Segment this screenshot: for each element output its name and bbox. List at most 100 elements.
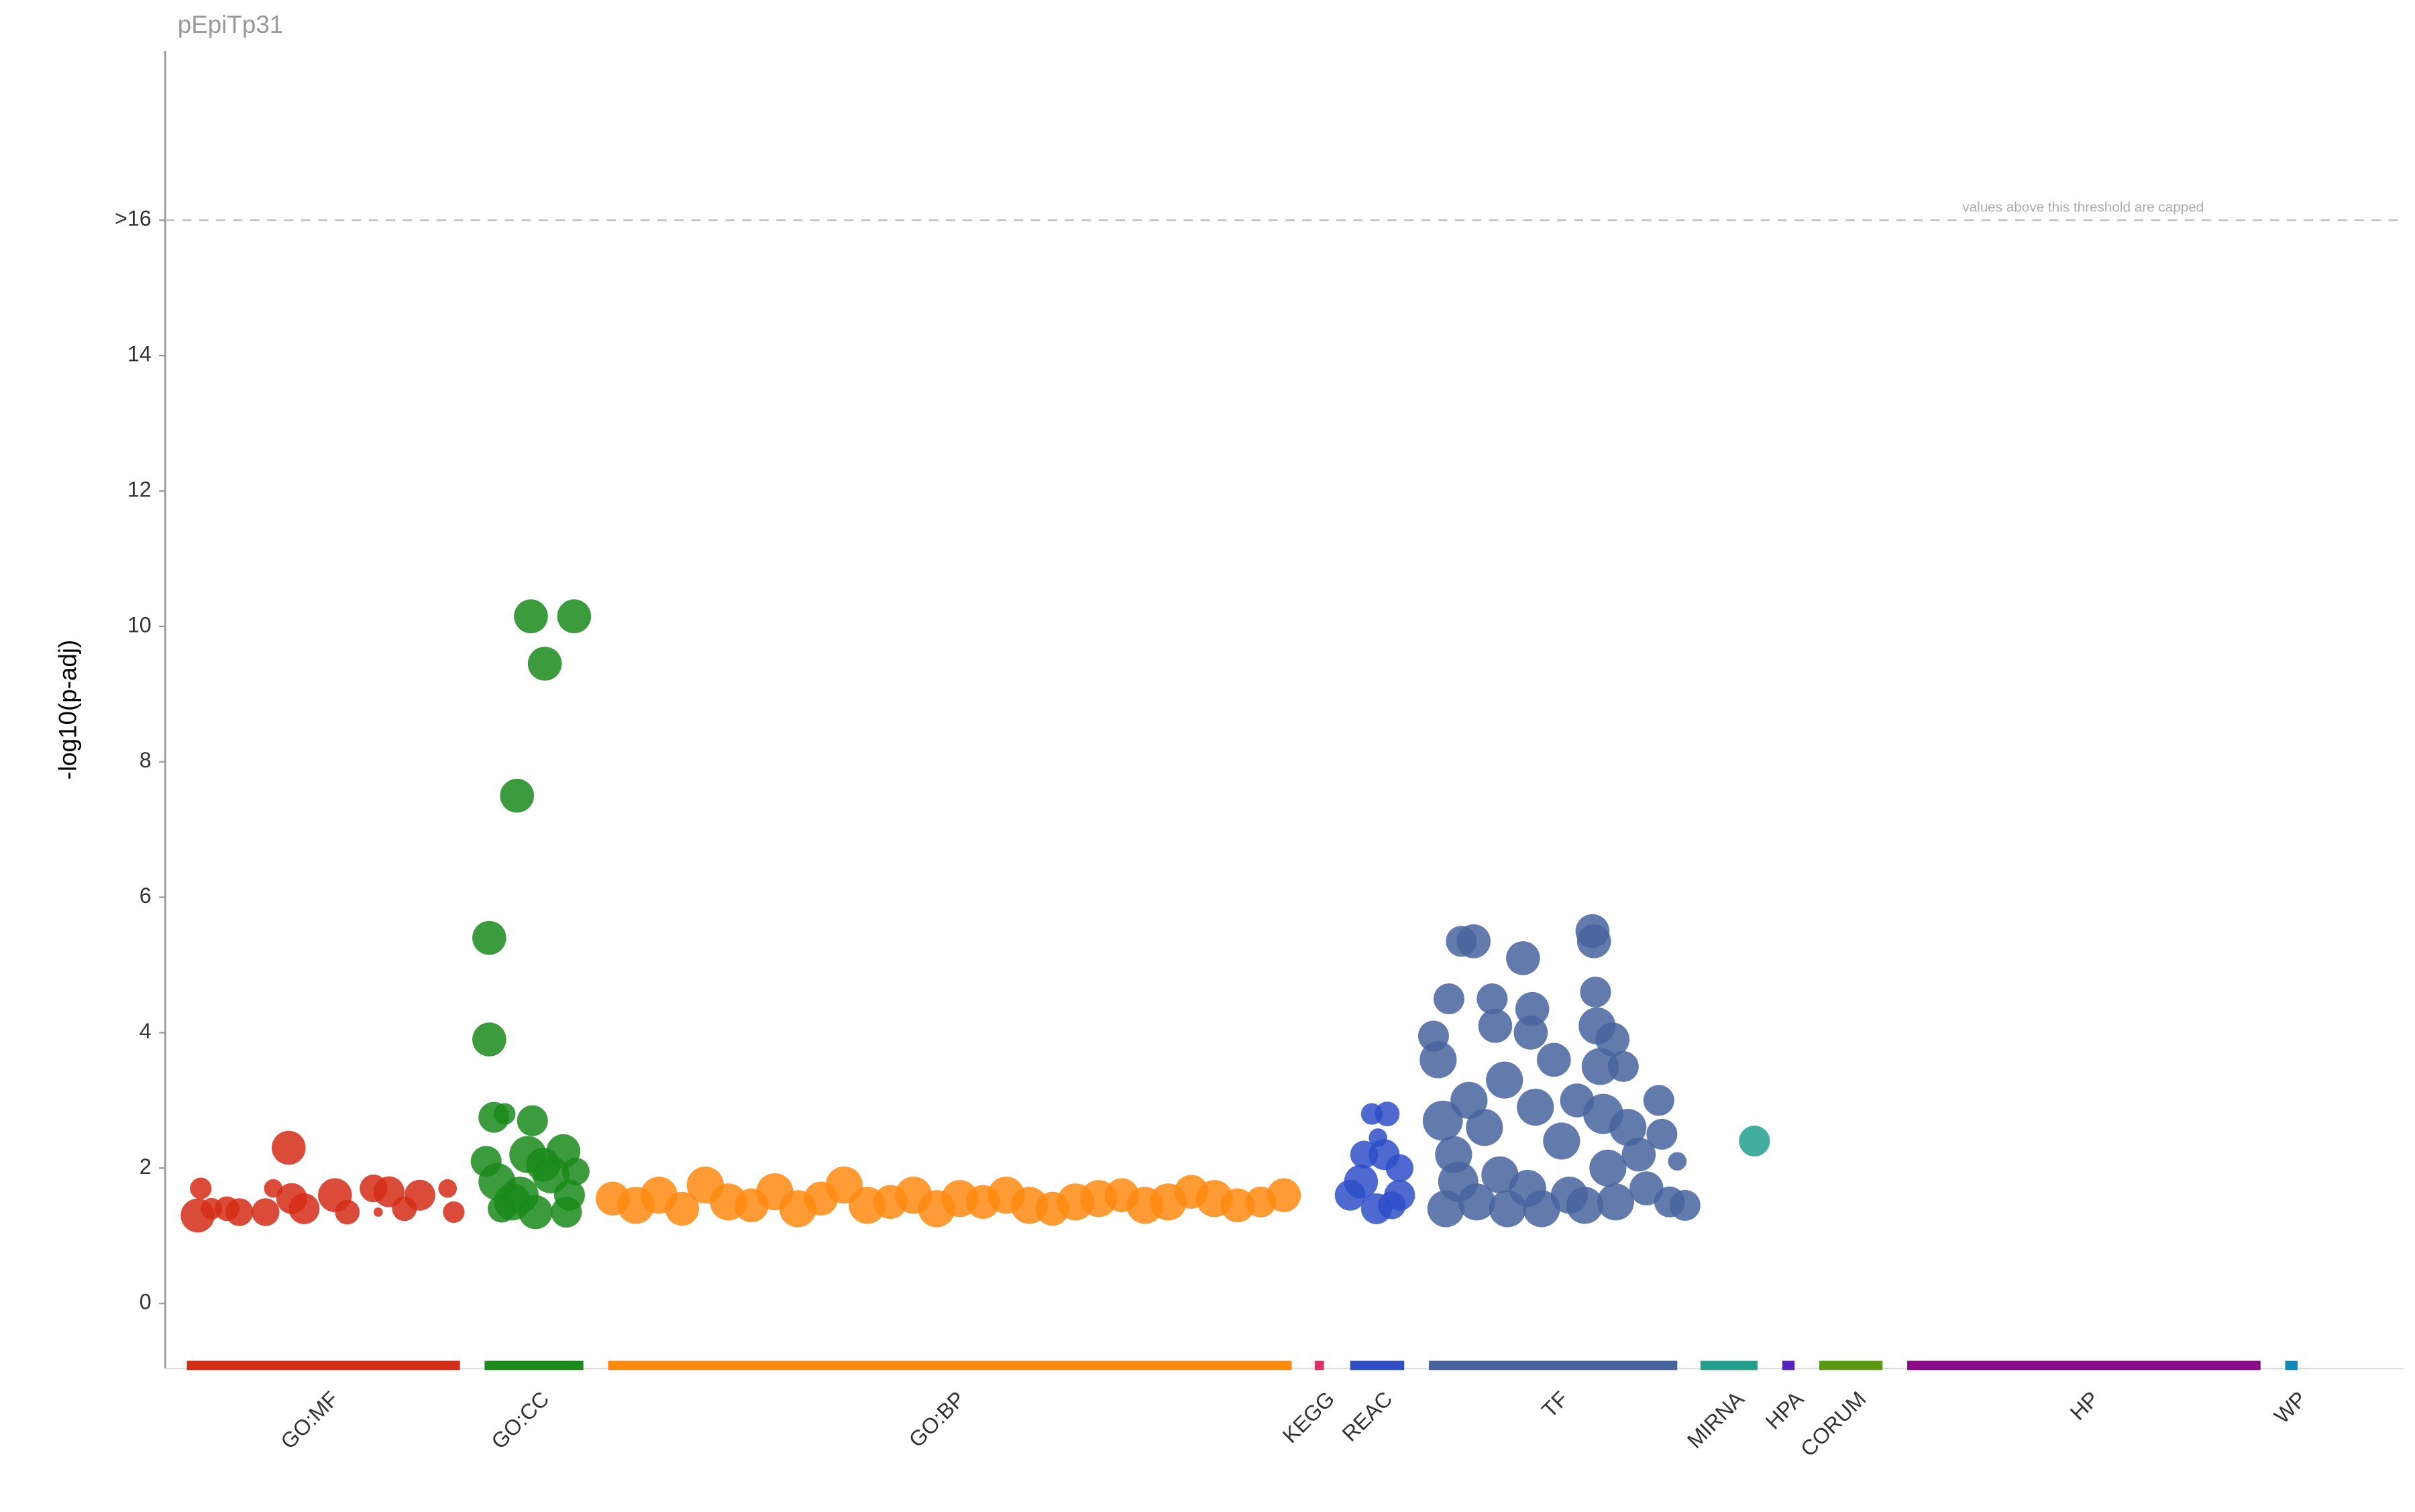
point bbox=[557, 599, 592, 634]
point bbox=[561, 1157, 590, 1186]
y-tick-label: 6 bbox=[140, 883, 152, 908]
point bbox=[438, 1179, 458, 1198]
threshold-annotation: values above this threshold are capped bbox=[1962, 199, 2204, 215]
x-tick-label: HPA bbox=[1761, 1387, 1809, 1434]
point bbox=[1375, 1101, 1400, 1126]
source-bar bbox=[186, 1360, 460, 1370]
x-tick-label: GO:CC bbox=[486, 1387, 553, 1454]
source-bar bbox=[1700, 1360, 1758, 1370]
x-tick-label: TF bbox=[1537, 1387, 1572, 1422]
point bbox=[527, 647, 562, 681]
point bbox=[472, 1022, 506, 1057]
point bbox=[1595, 1022, 1630, 1057]
point bbox=[1456, 924, 1491, 959]
y-tick-label: 14 bbox=[127, 342, 152, 366]
point bbox=[1589, 1149, 1627, 1187]
point bbox=[288, 1193, 320, 1224]
point bbox=[514, 599, 548, 634]
y-tick-label: >16 bbox=[115, 207, 152, 231]
x-tick-label: HP bbox=[2065, 1387, 2104, 1425]
source-bar bbox=[1350, 1360, 1405, 1370]
point bbox=[500, 778, 535, 813]
point bbox=[1597, 1183, 1634, 1221]
point bbox=[1384, 1179, 1415, 1211]
source-bar bbox=[1907, 1360, 2261, 1370]
point bbox=[252, 1198, 280, 1226]
point bbox=[1580, 976, 1611, 1008]
point bbox=[517, 1105, 548, 1136]
point bbox=[1368, 1128, 1387, 1147]
point bbox=[335, 1199, 360, 1225]
y-tick-label: 2 bbox=[140, 1154, 152, 1179]
point bbox=[1607, 1050, 1639, 1082]
point bbox=[1360, 1193, 1392, 1224]
x-tick-label: CORUM bbox=[1796, 1387, 1870, 1461]
y-axis-label: -log10(p-adj) bbox=[54, 640, 81, 780]
point bbox=[1566, 1187, 1603, 1224]
point bbox=[404, 1179, 435, 1211]
point bbox=[1629, 1171, 1664, 1205]
point bbox=[373, 1207, 383, 1217]
point bbox=[526, 1147, 561, 1182]
point bbox=[1517, 1088, 1554, 1126]
point bbox=[190, 1177, 212, 1199]
point bbox=[225, 1198, 254, 1226]
point bbox=[1450, 1081, 1488, 1119]
point bbox=[1486, 1061, 1523, 1099]
point bbox=[665, 1191, 700, 1226]
point bbox=[1523, 1190, 1560, 1228]
point bbox=[1481, 1156, 1519, 1194]
point bbox=[1537, 1042, 1571, 1077]
point bbox=[1477, 983, 1508, 1014]
point bbox=[1344, 1165, 1379, 1199]
source-bar bbox=[2285, 1360, 2298, 1370]
x-tick-label: MIRNA bbox=[1682, 1387, 1749, 1453]
x-tick-label: KEGG bbox=[1278, 1387, 1339, 1448]
point bbox=[1350, 1140, 1379, 1169]
point bbox=[1739, 1125, 1770, 1156]
y-tick-label: 8 bbox=[140, 748, 152, 772]
point bbox=[1515, 991, 1550, 1026]
point bbox=[1506, 941, 1540, 975]
point bbox=[1220, 1188, 1255, 1223]
point bbox=[1433, 983, 1464, 1014]
y-tick-label: 10 bbox=[127, 612, 152, 637]
x-tick-label: GO:BP bbox=[904, 1387, 970, 1452]
y-tick-label: 0 bbox=[140, 1290, 152, 1314]
point bbox=[1669, 1189, 1701, 1221]
x-tick-label: REAC bbox=[1338, 1387, 1397, 1446]
point bbox=[1419, 1041, 1457, 1079]
point bbox=[551, 1196, 582, 1228]
source-bar bbox=[1429, 1360, 1678, 1370]
point bbox=[1267, 1178, 1301, 1213]
point bbox=[501, 1177, 539, 1214]
point bbox=[1576, 924, 1611, 959]
point bbox=[272, 1130, 306, 1165]
point bbox=[1385, 1154, 1414, 1183]
chart-title: pEpiTp31 bbox=[178, 11, 284, 38]
source-bar bbox=[1819, 1360, 1883, 1370]
point bbox=[1422, 1100, 1463, 1141]
source-bar bbox=[1782, 1360, 1795, 1370]
point bbox=[1609, 1109, 1647, 1146]
point bbox=[1458, 1183, 1495, 1221]
source-bar bbox=[608, 1360, 1292, 1370]
source-bar bbox=[484, 1360, 584, 1370]
point bbox=[1478, 1009, 1513, 1043]
point bbox=[1668, 1152, 1687, 1171]
point bbox=[494, 1103, 516, 1125]
x-tick-label: GO:MF bbox=[276, 1387, 343, 1454]
point bbox=[1646, 1118, 1678, 1150]
y-tick-label: 12 bbox=[127, 477, 152, 501]
point bbox=[472, 920, 506, 955]
x-tick-label: WP bbox=[2269, 1387, 2311, 1428]
point bbox=[1466, 1109, 1503, 1146]
point bbox=[1543, 1122, 1580, 1160]
point bbox=[1643, 1085, 1674, 1116]
point bbox=[1581, 1048, 1619, 1085]
point bbox=[443, 1201, 465, 1224]
source-bar bbox=[1314, 1360, 1324, 1370]
point bbox=[1621, 1137, 1656, 1172]
